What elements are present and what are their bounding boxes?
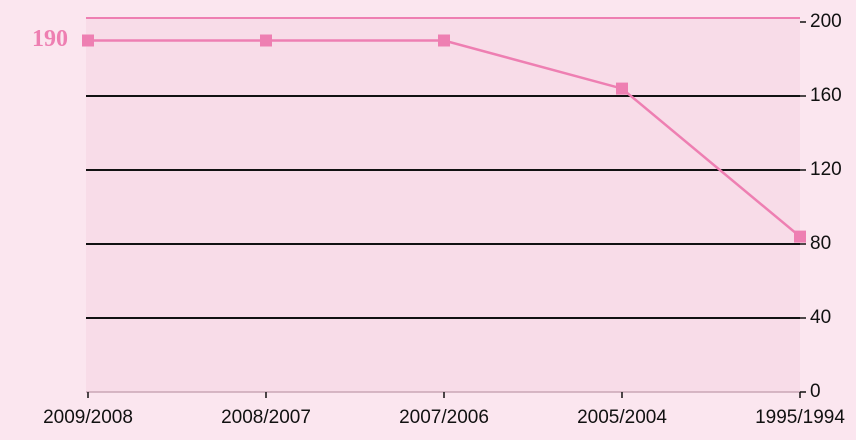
data-point <box>260 35 272 47</box>
x-tick-label: 2005/2004 <box>577 407 667 428</box>
plot-area <box>86 18 800 392</box>
x-tick-label: 2008/2007 <box>221 407 311 428</box>
data-point <box>794 231 806 243</box>
chart: 0 40 80 120 160 200 2009/2008 2008/2007 2007/200… <box>0 0 856 440</box>
y-tick-label: 160 <box>810 85 842 106</box>
data-point <box>438 35 450 47</box>
x-tick-label: 2009/2008 <box>43 407 133 428</box>
x-tick-label: 1995/1994 <box>755 407 845 428</box>
data-point <box>82 35 94 47</box>
y-tick-label: 0 <box>810 381 821 402</box>
x-tick-label: 2007/2006 <box>399 407 489 428</box>
data-label: 190 <box>32 26 68 52</box>
y-tick-label: 40 <box>810 307 831 328</box>
y-tick-label: 80 <box>810 233 831 254</box>
data-point <box>616 83 628 95</box>
y-tick-label: 120 <box>810 159 842 180</box>
y-tick-label: 200 <box>810 11 842 32</box>
